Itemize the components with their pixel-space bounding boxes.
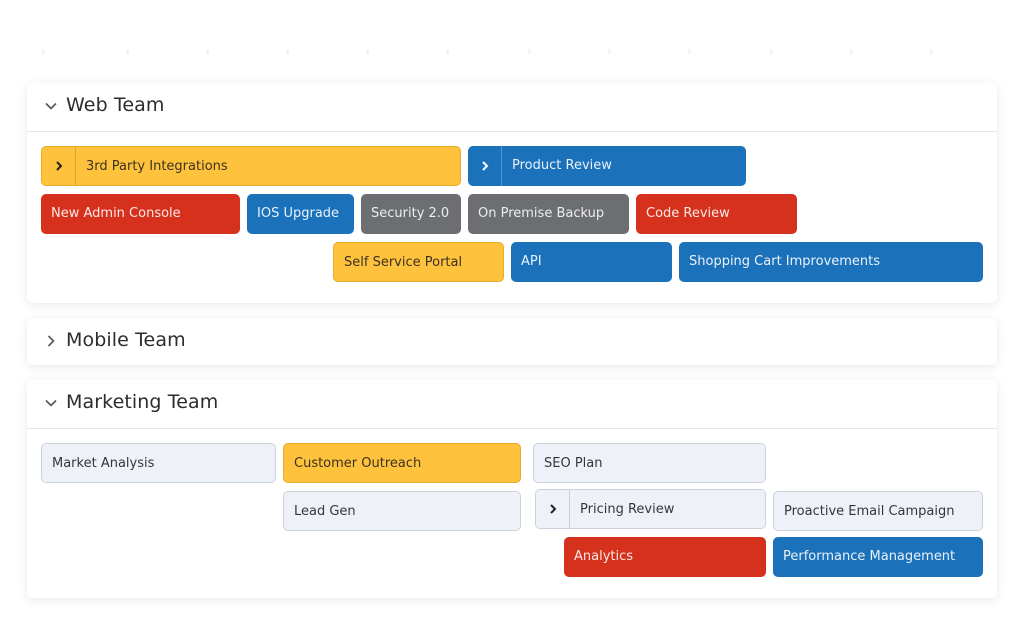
group-mobile-team: Mobile Team [27,318,997,365]
task-bar[interactable]: Self Service Portal [333,242,504,282]
group-title: Mobile Team [66,329,186,351]
task-bar[interactable]: Product Review [468,146,746,186]
task-label: Product Review [512,158,612,173]
timeline-tick [770,49,773,54]
timeline-tick [42,49,45,54]
task-bar[interactable]: SEO Plan [533,443,766,483]
group-title: Web Team [66,94,165,116]
group-header[interactable]: Mobile Team [27,318,997,365]
task-label: Market Analysis [52,456,155,471]
task-bar[interactable]: Lead Gen [283,491,521,531]
task-label: Self Service Portal [344,255,463,270]
task-bar[interactable]: Analytics [564,537,766,577]
task-bar[interactable]: Performance Management [773,537,983,577]
task-label: API [521,254,542,269]
task-bar[interactable]: Shopping Cart Improvements [679,242,983,282]
divider [27,131,997,132]
timeline-tick [528,49,531,54]
divider [27,428,997,429]
chevron-down-icon[interactable] [43,395,59,411]
timeline-header [0,25,1024,65]
task-label: Performance Management [783,549,956,564]
timeline-tick [688,49,691,54]
task-label: Customer Outreach [294,456,422,471]
task-bar[interactable]: Security 2.0 [361,194,461,234]
task-label: Security 2.0 [371,206,450,221]
timeline-tick [126,49,129,54]
task-bar[interactable]: 3rd Party Integrations [41,146,461,186]
task-label: On Premise Backup [478,206,605,221]
group-marketing-team: Marketing Team Market Analysis Customer O… [27,380,997,598]
task-bar[interactable]: On Premise Backup [468,194,629,234]
timeline-tick [930,49,933,54]
task-bar[interactable]: Code Review [636,194,797,234]
timeline-tick [206,49,209,54]
task-label: Pricing Review [580,502,675,517]
task-label: SEO Plan [544,456,603,471]
task-label: Analytics [574,549,634,564]
task-label: Code Review [646,206,730,221]
timeline-tick [366,49,369,54]
task-label: Lead Gen [294,504,356,519]
task-bar[interactable]: IOS Upgrade [247,194,354,234]
group-header[interactable]: Web Team [27,83,997,130]
timeline-tick [850,49,853,54]
task-label: 3rd Party Integrations [86,159,228,174]
chevron-right-icon[interactable] [42,147,76,185]
task-bar[interactable]: API [511,242,672,282]
task-bar[interactable]: Customer Outreach [283,443,521,483]
task-bar[interactable]: Market Analysis [41,443,276,483]
chevron-down-icon[interactable] [43,98,59,114]
task-label: Shopping Cart Improvements [689,254,881,269]
group-title: Marketing Team [66,391,219,413]
task-bar[interactable]: Pricing Review [535,489,766,529]
chevron-right-icon[interactable] [43,333,59,349]
group-web-team: Web Team 3rd Party Integrations Product R… [27,83,997,303]
chevron-right-icon[interactable] [536,490,570,528]
task-label: New Admin Console [51,206,181,221]
timeline-tick [608,49,611,54]
chevron-right-icon[interactable] [468,146,502,186]
timeline-tick [286,49,289,54]
group-header[interactable]: Marketing Team [27,380,997,427]
task-label: IOS Upgrade [257,206,340,221]
task-label: Proactive Email Campaign [784,504,955,519]
task-bar[interactable]: Proactive Email Campaign [773,491,983,531]
timeline-tick [446,49,449,54]
task-bar[interactable]: New Admin Console [41,194,240,234]
